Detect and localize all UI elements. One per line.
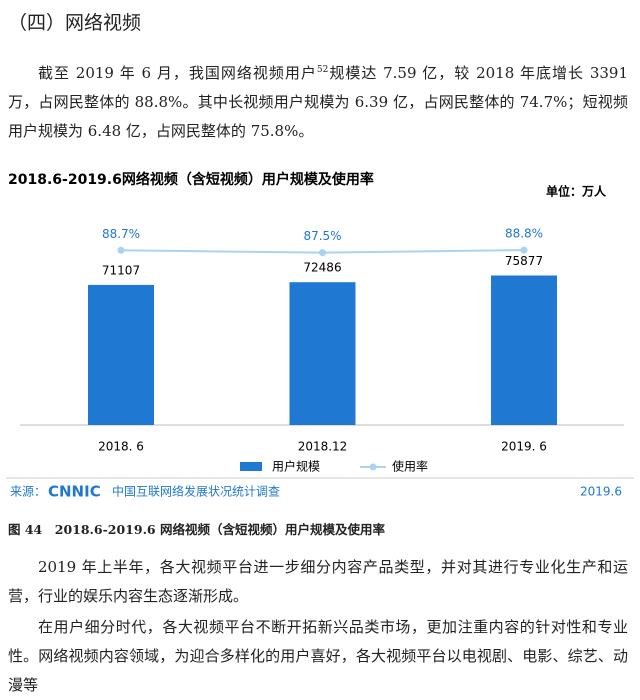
- text: 截至 2019 年 6 月，我国网络视频用户: [38, 64, 317, 82]
- x-tick-label: 2019. 6: [501, 440, 547, 454]
- x-tick-label: 2018. 6: [98, 440, 144, 454]
- source-label: 来源：: [10, 485, 46, 499]
- source-survey: 中国互联网络发展状况统计调查: [112, 484, 280, 499]
- heading: （四）网络视频: [8, 12, 142, 34]
- chart: 2018.6-2019.6网络视频（含短视频）用户规模及使用率 单位：万人 来源…: [6, 171, 634, 501]
- line-point: [117, 246, 125, 254]
- legend-label: 用户规模: [272, 459, 320, 474]
- logo: CNNIC: [48, 483, 101, 501]
- data-label: 71107: [102, 263, 140, 277]
- legend-swatch: [240, 462, 262, 471]
- bar: [491, 275, 557, 425]
- bar: [88, 284, 154, 425]
- source-date: 2019.6: [580, 485, 622, 499]
- footnote: 52: [316, 65, 329, 75]
- paragraph: 2019 年上半年，各大视频平台进一步细分内容产品类型，并对其进行专业化生产和运…: [8, 558, 628, 605]
- data-label: 72486: [303, 261, 341, 275]
- data-label: 88.8%: [505, 227, 543, 241]
- paragraph: 截至 2019 年 6 月，我国网络视频用户52规模达 7.59 亿，较 201…: [8, 56, 628, 146]
- data-label: 87.5%: [303, 229, 341, 243]
- page: {"heading": "（四）网络视频", "paragraph1": {"b…: [6, 12, 634, 694]
- bar: [289, 282, 356, 425]
- x-tick-label: 2018.12: [298, 440, 348, 454]
- paragraph: 在用户细分时代，各大视频平台不断开拓新兴品类市场，更加注重内容的针对性和专业性。…: [8, 618, 628, 694]
- line-point: [520, 246, 528, 254]
- unit: 单位：万人: [546, 184, 607, 199]
- text: 规模达 7.59 亿，较 2018 年底增长 3391 万，占网民整体的 88.…: [8, 64, 628, 140]
- legend-label: 使用率: [392, 459, 428, 474]
- chart-title: 2018.6-2019.6网络视频（含短视频）用户规模及使用率: [8, 171, 374, 188]
- data-label: 75877: [505, 254, 543, 268]
- caption: 图 44 2018.6-2019.6 网络视频（含短视频）用户规模及使用率: [8, 522, 385, 537]
- legend-swatch: [369, 463, 377, 471]
- line-point: [319, 249, 326, 257]
- data-label: 88.7%: [102, 227, 140, 241]
